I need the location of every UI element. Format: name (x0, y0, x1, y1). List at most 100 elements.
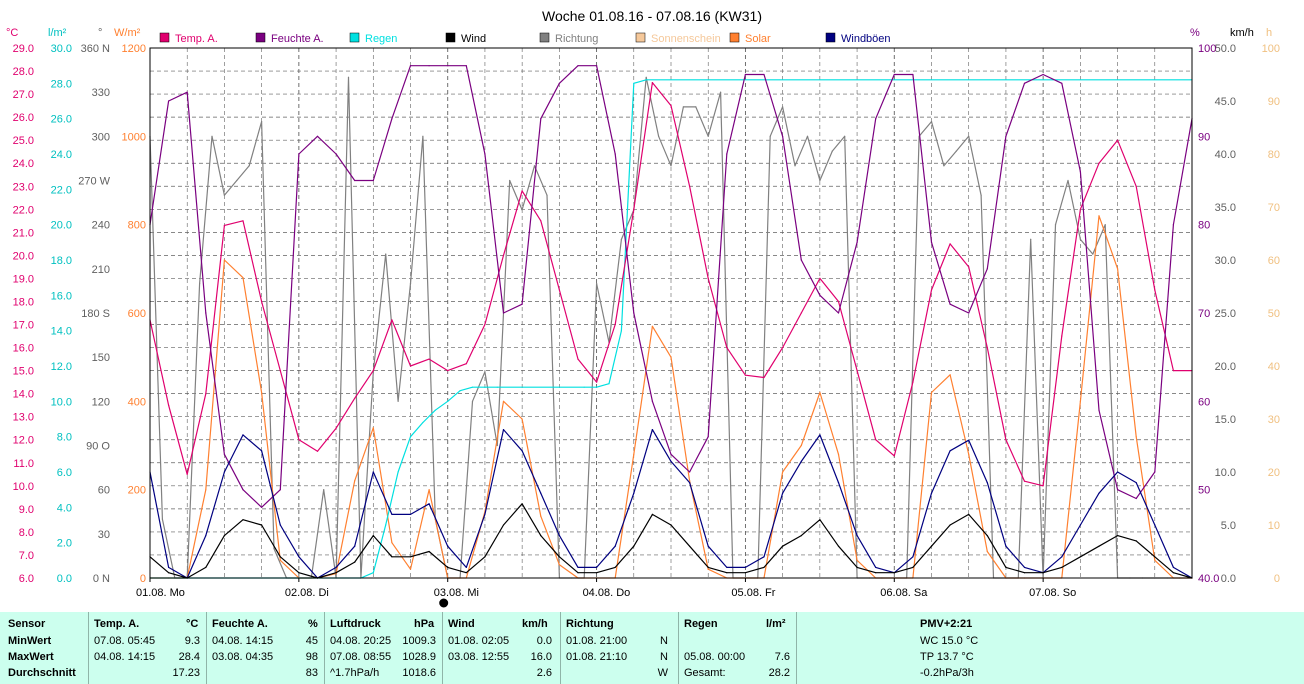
row-avg-temp-value: 17.23 (172, 667, 200, 679)
humidity-tick-label: 100 (1198, 43, 1216, 55)
data-point (633, 82, 635, 84)
data-point (670, 356, 672, 358)
sunshine-tick-label: 10 (1268, 520, 1280, 532)
row-max-rain-value: 7.6 (774, 651, 790, 663)
data-point (968, 453, 970, 455)
data-point (502, 400, 505, 402)
grid (150, 48, 1192, 578)
rain-tick-label: 8.0 (57, 432, 72, 444)
data-point (658, 135, 660, 137)
wind-tick-label: 50.0 (1215, 43, 1236, 55)
row-max-hum-value: 98 (305, 651, 318, 663)
header-pmv: PMV+2:21 (920, 618, 973, 630)
data-point (502, 429, 505, 431)
data-point (614, 566, 616, 569)
sunshine-tick-label: 40 (1268, 361, 1280, 373)
data-point (782, 347, 784, 349)
data-point (596, 572, 598, 574)
data-point (782, 492, 784, 494)
data-point (1054, 224, 1057, 226)
chart-title: Woche 01.08.16 - 07.08.16 (KW31) (542, 8, 762, 24)
data-point (372, 427, 374, 429)
data-point (385, 524, 387, 526)
data-point (875, 566, 877, 569)
rain-tick-label: 26.0 (51, 114, 72, 126)
solar-tick-label: 1000 (122, 131, 146, 143)
data-point (726, 572, 728, 574)
data-point (968, 513, 970, 516)
data-point (893, 455, 895, 457)
data-point (502, 254, 505, 256)
data-point (1098, 545, 1100, 547)
row-min-hum-value: 45 (305, 635, 318, 647)
data-point (447, 566, 449, 569)
data-point (354, 480, 356, 482)
data-point (689, 545, 691, 547)
row-min-wind-value: 0.0 (536, 635, 552, 647)
header-dir: Richtung (566, 618, 614, 630)
direction-tick-label: 60 (98, 485, 110, 497)
rain-unit-label: l/m² (48, 27, 67, 39)
data-point (968, 266, 970, 268)
temp-tick-label: 27.0 (13, 89, 34, 101)
data-point (298, 153, 300, 155)
row-max-dir-value: N (660, 651, 668, 663)
data-point (949, 303, 951, 305)
data-point (726, 566, 728, 569)
data-point (335, 572, 337, 574)
x-tick-label: 03.08. Mi (434, 587, 479, 599)
data-point (670, 165, 672, 167)
data-point (354, 179, 356, 182)
data-point (484, 371, 486, 373)
data-point (943, 165, 945, 167)
data-point (496, 386, 498, 388)
data-point (372, 179, 374, 182)
data-point (651, 325, 654, 327)
data-point (968, 439, 970, 441)
legend-label: Richtung (555, 33, 598, 45)
data-point (273, 548, 275, 550)
row-avg-hum-value: 83 (305, 667, 318, 679)
data-point (596, 566, 598, 569)
legend-label: Feuchte A. (271, 33, 324, 45)
data-point (540, 220, 542, 222)
data-point (168, 100, 170, 102)
data-point (806, 135, 809, 137)
legend-swatch (445, 32, 456, 43)
data-point (875, 439, 877, 441)
data-point (484, 556, 486, 558)
data-point (496, 444, 498, 447)
direction-tick-label: 210 (92, 264, 110, 276)
data-point (205, 393, 207, 395)
data-point (986, 550, 988, 553)
rain-tick-label: 0.0 (57, 573, 72, 585)
solar-tick-label: 400 (128, 396, 146, 408)
data-point (521, 503, 523, 505)
data-point (875, 118, 877, 120)
data-point (1098, 162, 1100, 164)
data-point (261, 450, 263, 452)
rain-tick-label: 30.0 (51, 43, 72, 55)
data-point (875, 572, 877, 574)
data-point (186, 91, 188, 93)
x-tick-label: 07.08. So (1029, 587, 1076, 599)
legend-swatch (729, 32, 740, 43)
temp-tick-label: 9.0 (19, 504, 34, 516)
row-avg-rain-label: Gesamt: (684, 667, 726, 679)
data-point (409, 365, 412, 367)
data-point (1079, 524, 1081, 526)
legend-label: Wind (461, 33, 486, 45)
row-min-pmv: WC 15.0 °C (920, 635, 979, 647)
legend-swatch (825, 32, 836, 43)
temp-tick-label: 12.0 (13, 435, 34, 447)
data-point (1061, 566, 1063, 569)
data-point (502, 312, 505, 314)
data-point (1172, 224, 1174, 226)
data-point (558, 82, 561, 84)
row-max-wind-value: 16.0 (530, 651, 552, 663)
moon-phase-icon (439, 598, 449, 608)
wind-tick-label: 30.0 (1215, 255, 1236, 267)
series-wind (149, 503, 1193, 579)
data-point (620, 330, 623, 332)
data-point (484, 153, 486, 155)
